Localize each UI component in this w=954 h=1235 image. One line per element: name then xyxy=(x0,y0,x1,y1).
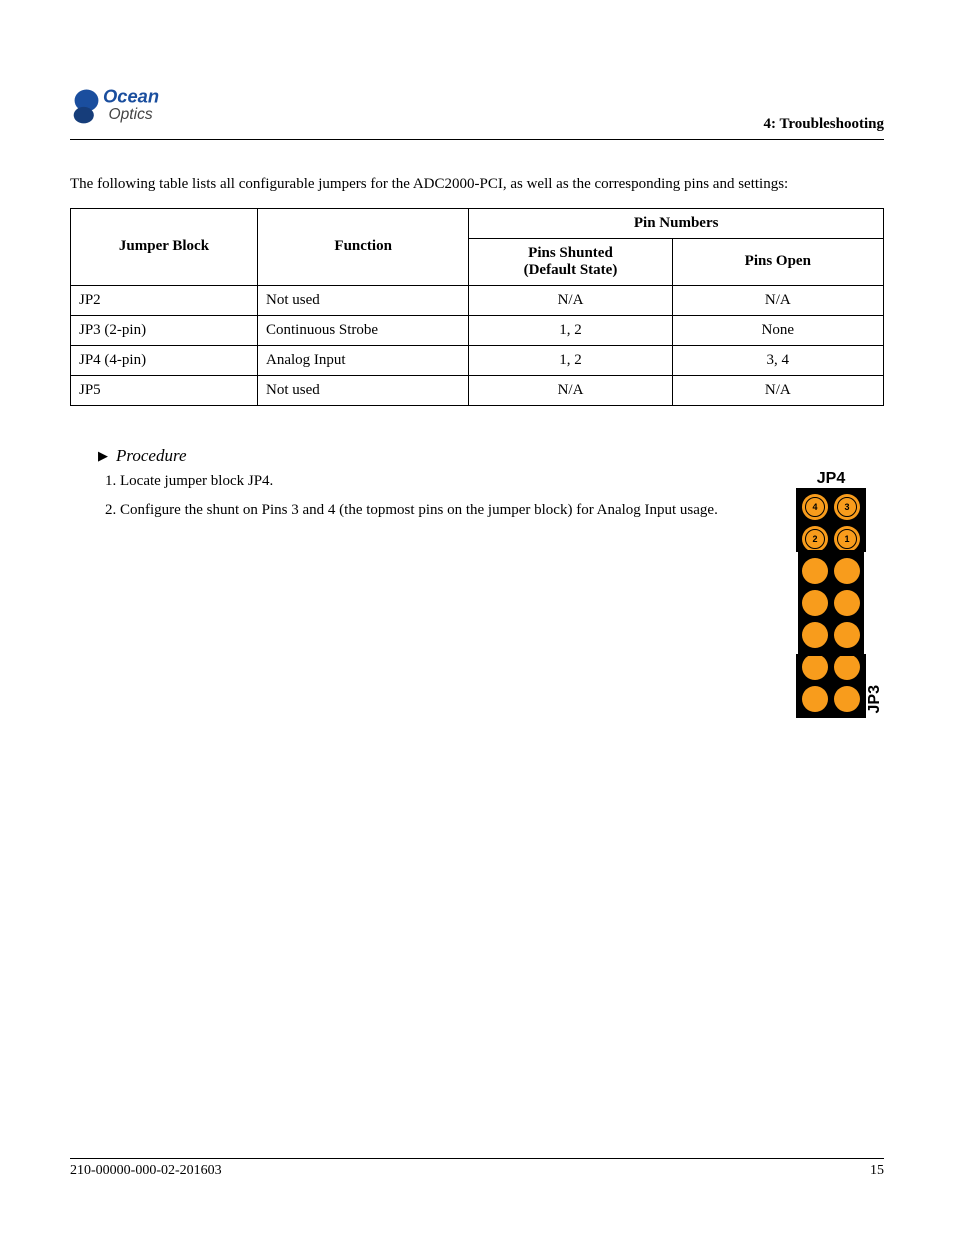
cell: Not used xyxy=(257,285,468,315)
cell: JP4 (4-pin) xyxy=(71,345,258,375)
cell: JP2 xyxy=(71,285,258,315)
pin-1: 1 xyxy=(834,526,860,552)
cell: N/A xyxy=(469,285,672,315)
cell: JP3 (2-pin) xyxy=(71,315,258,345)
triangle-icon: ▶ xyxy=(98,448,108,464)
cell: N/A xyxy=(672,375,883,405)
cell: 1, 2 xyxy=(469,345,672,375)
pin-4: 4 xyxy=(802,494,828,520)
jp3-label: JP3 xyxy=(866,685,884,713)
cell: None xyxy=(672,315,883,345)
pin xyxy=(834,622,860,648)
cell: N/A xyxy=(469,375,672,405)
pin xyxy=(802,622,828,648)
cell: 3, 4 xyxy=(672,345,883,375)
doc-id: 210-00000-000-02-201603 xyxy=(70,1163,222,1179)
pin-label: 3 xyxy=(844,502,849,512)
page-header: Ocean Optics 4: Troubleshooting xyxy=(70,82,884,140)
col-header-jumper: Jumper Block xyxy=(71,208,258,285)
pin-label: 2 xyxy=(812,534,817,544)
subcol-open: Pins Open xyxy=(672,238,883,285)
pin-label: 1 xyxy=(844,534,849,544)
list-item: Locate jumper block JP4. xyxy=(120,470,786,493)
jumper-diagram: JP4 4 3 2 1 xyxy=(798,470,884,716)
cell: N/A xyxy=(672,285,883,315)
brand-logo: Ocean Optics xyxy=(70,82,180,135)
cell: JP5 xyxy=(71,375,258,405)
table-row: JP2 Not used N/A N/A xyxy=(71,285,884,315)
cell: Analog Input xyxy=(257,345,468,375)
jumper-config-table: Jumper Block Function Pin Numbers Pins S… xyxy=(70,208,884,406)
page-number: 15 xyxy=(870,1163,884,1179)
pin xyxy=(802,590,828,616)
col-header-pins: Pin Numbers xyxy=(469,208,884,238)
cell: Not used xyxy=(257,375,468,405)
list-item: Configure the shunt on Pins 3 and 4 (the… xyxy=(120,499,786,522)
pin xyxy=(834,686,860,712)
jp4-label: JP4 xyxy=(798,470,864,488)
pin xyxy=(802,654,828,680)
pin xyxy=(834,654,860,680)
pin xyxy=(834,590,860,616)
procedure-title: Procedure xyxy=(116,446,187,466)
intro-paragraph: The following table lists all configurab… xyxy=(70,174,884,196)
pin-grid: 4 3 2 1 xyxy=(798,490,864,716)
col-header-function: Function xyxy=(257,208,468,285)
table-row: JP5 Not used N/A N/A xyxy=(71,375,884,405)
pin-label: 4 xyxy=(812,502,817,512)
pin-3: 3 xyxy=(834,494,860,520)
pin xyxy=(802,558,828,584)
section-title: 4: Troubleshooting xyxy=(180,116,884,135)
svg-text:Optics: Optics xyxy=(109,106,153,123)
cell: 1, 2 xyxy=(469,315,672,345)
table-row: JP4 (4-pin) Analog Input 1, 2 3, 4 xyxy=(71,345,884,375)
procedure-steps: Locate jumper block JP4. Configure the s… xyxy=(98,470,786,529)
procedure-heading: ▶ Procedure xyxy=(98,446,884,466)
cell: Continuous Strobe xyxy=(257,315,468,345)
subcol-shunted: Pins Shunted (Default State) xyxy=(469,238,672,285)
svg-text:Ocean: Ocean xyxy=(103,85,159,106)
table-row: JP3 (2-pin) Continuous Strobe 1, 2 None xyxy=(71,315,884,345)
pin xyxy=(802,686,828,712)
page-footer: 210-00000-000-02-201603 15 xyxy=(70,1158,884,1179)
pin-2: 2 xyxy=(802,526,828,552)
pin xyxy=(834,558,860,584)
